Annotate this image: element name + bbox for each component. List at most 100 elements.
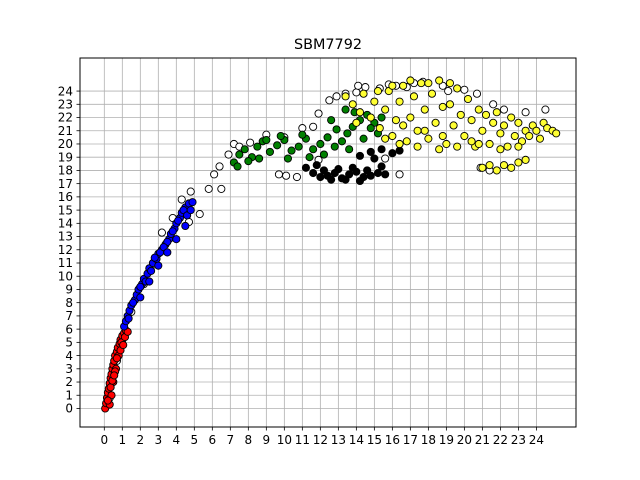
scatter-point bbox=[375, 124, 384, 133]
y-tick-label: 17 bbox=[58, 177, 73, 191]
scatter-point bbox=[323, 133, 332, 142]
scatter-point bbox=[204, 184, 213, 193]
scatter-point bbox=[453, 142, 462, 151]
y-tick-label: 19 bbox=[58, 150, 73, 164]
scatter-point bbox=[552, 129, 561, 138]
scatter-point bbox=[348, 163, 357, 172]
scatter-point bbox=[395, 170, 404, 179]
scatter-point bbox=[406, 113, 415, 122]
scatter-point bbox=[406, 76, 415, 85]
scatter-point bbox=[424, 134, 433, 143]
y-tick-label: 15 bbox=[58, 203, 73, 217]
scatter-point bbox=[301, 163, 310, 172]
scatter-point bbox=[316, 172, 325, 182]
scatter-point bbox=[327, 116, 336, 125]
x-tick-label: 24 bbox=[529, 433, 544, 447]
chart-title: SBM7792 bbox=[294, 37, 362, 53]
scatter-point bbox=[521, 155, 530, 164]
scatter-point bbox=[481, 110, 491, 119]
scatter-point bbox=[287, 146, 296, 155]
x-tick-label: 19 bbox=[439, 433, 454, 447]
scatter-point bbox=[298, 124, 307, 133]
scatter-point bbox=[478, 163, 487, 172]
y-tick-label: 18 bbox=[58, 164, 73, 178]
scatter-point bbox=[112, 354, 121, 363]
x-tick-label: 15 bbox=[367, 433, 382, 447]
y-tick-label: 13 bbox=[58, 230, 73, 244]
scatter-point bbox=[388, 149, 397, 158]
scatter-point bbox=[253, 142, 262, 151]
scatter-point bbox=[521, 108, 530, 117]
scatter-point bbox=[110, 371, 119, 380]
scatter-point bbox=[489, 118, 498, 127]
scatter-point bbox=[168, 227, 177, 236]
y-tick-label: 3 bbox=[65, 362, 73, 376]
x-tick-label: 7 bbox=[227, 433, 235, 447]
scatter-point bbox=[381, 170, 390, 179]
x-tick-label: 17 bbox=[403, 433, 418, 447]
y-tick-label: 21 bbox=[58, 124, 73, 138]
scatter-point bbox=[215, 162, 224, 171]
y-tick-label: 5 bbox=[65, 336, 73, 350]
scatter-cluster bbox=[341, 76, 561, 175]
x-tick-label: 2 bbox=[136, 433, 144, 447]
scatter-point bbox=[354, 81, 363, 90]
x-tick-label: 1 bbox=[118, 433, 126, 447]
y-tick-label: 11 bbox=[58, 256, 73, 270]
x-tick-label: 12 bbox=[313, 433, 328, 447]
scatter-point bbox=[499, 121, 509, 130]
scatter-point bbox=[435, 145, 444, 154]
scatter-point bbox=[106, 383, 115, 392]
scatter-point bbox=[283, 154, 292, 163]
scatter-point bbox=[273, 141, 282, 150]
scatter-point bbox=[395, 97, 404, 106]
scatter-point bbox=[413, 142, 422, 151]
x-tick-label: 18 bbox=[421, 433, 436, 447]
scatter-point bbox=[409, 92, 419, 101]
scatter-point bbox=[330, 142, 339, 151]
scatter-point bbox=[355, 151, 365, 160]
scatter-point bbox=[129, 298, 138, 307]
scatter-point bbox=[298, 130, 307, 139]
x-tick-label: 14 bbox=[349, 433, 364, 447]
scatter-point bbox=[316, 139, 325, 149]
scatter-point bbox=[341, 175, 350, 184]
scatter-point bbox=[154, 261, 163, 270]
x-tick-label: 23 bbox=[511, 433, 526, 447]
scatter-point bbox=[150, 253, 159, 262]
scatter-point bbox=[507, 163, 516, 172]
scatter-point bbox=[541, 105, 550, 114]
scatter-point bbox=[467, 116, 476, 125]
scatter-point bbox=[327, 175, 336, 184]
scatter-point bbox=[499, 105, 509, 114]
x-tick-label: 11 bbox=[295, 433, 310, 447]
scatter-point bbox=[314, 109, 323, 118]
scatter-point bbox=[195, 210, 204, 219]
scatter-point bbox=[496, 145, 505, 154]
scatter-point bbox=[348, 100, 357, 109]
scatter-point bbox=[427, 89, 437, 98]
scatter-point bbox=[186, 187, 195, 196]
scatter-point bbox=[420, 105, 429, 114]
scatter-point bbox=[325, 96, 334, 105]
scatter-point bbox=[174, 216, 183, 225]
scatter-point bbox=[312, 161, 321, 170]
y-tick-label: 14 bbox=[58, 217, 73, 231]
scatter-point bbox=[381, 105, 390, 114]
x-tick-label: 13 bbox=[331, 433, 346, 447]
scatter-point bbox=[309, 169, 318, 178]
scatter-point bbox=[136, 293, 145, 302]
scatter-point bbox=[370, 97, 379, 106]
scatter-point bbox=[233, 162, 242, 171]
scatter-point bbox=[217, 184, 226, 193]
scatter-point bbox=[442, 139, 451, 149]
y-tick-label: 10 bbox=[58, 269, 73, 283]
scatter-point bbox=[163, 248, 172, 257]
scatter-point bbox=[103, 396, 112, 405]
y-tick-label: 8 bbox=[65, 296, 73, 310]
scatter-point bbox=[478, 126, 487, 135]
y-tick-label: 24 bbox=[58, 84, 73, 98]
scatter-point bbox=[460, 131, 469, 141]
scatter-point bbox=[309, 122, 318, 131]
